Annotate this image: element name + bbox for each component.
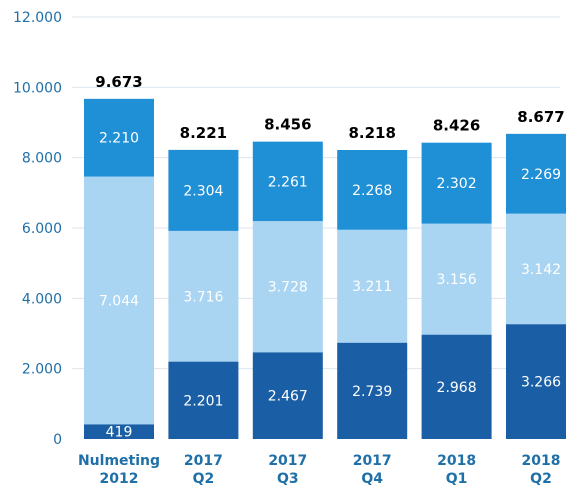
- y-tick-label: 6.000: [22, 221, 62, 237]
- bar-segment: [84, 98, 154, 177]
- total-label: 8.677: [517, 108, 564, 126]
- bar-segment: [337, 229, 408, 343]
- data-label: 2.467: [268, 389, 308, 405]
- data-label: 3.728: [268, 280, 308, 296]
- bar-segment: [506, 133, 566, 214]
- bar-segment: [168, 361, 239, 439]
- bar-segment: [84, 424, 154, 439]
- bar-segment: [168, 149, 239, 231]
- data-label: 3.266: [521, 375, 561, 391]
- x-tick-label: 2017: [353, 453, 392, 469]
- y-tick-label: 12.000: [13, 10, 62, 26]
- bar-segment: [168, 230, 239, 362]
- total-label: 8.426: [433, 117, 480, 135]
- data-label: 2.304: [183, 183, 223, 199]
- data-label: 3.716: [183, 289, 223, 305]
- bars: 419 7.044 2.210 9.673 2.201 3.716 2.304 8.221 2.…: [84, 73, 566, 441]
- bar-segment: [506, 324, 566, 439]
- x-tick-label: 2018: [437, 453, 476, 469]
- bar-segment: [252, 352, 323, 439]
- total-label: 8.218: [348, 124, 395, 142]
- x-tick-label: Q2: [530, 471, 552, 486]
- x-tick-label: Q1: [446, 471, 468, 486]
- x-tick-label: Q3: [277, 471, 299, 486]
- data-label: 2.968: [437, 380, 477, 396]
- data-label: 2.739: [352, 384, 392, 400]
- data-label: 419: [106, 425, 133, 441]
- data-label: 2.302: [437, 176, 477, 192]
- bar-segment: [252, 221, 323, 353]
- x-tick-label: Q2: [193, 471, 215, 486]
- bar-segment: [506, 213, 566, 325]
- bar-segment: [337, 342, 408, 439]
- y-tick-label: 2.000: [22, 362, 62, 378]
- data-label: 2.261: [268, 174, 308, 190]
- x-tick-label: 2017: [268, 453, 307, 469]
- bar-segment: [337, 150, 408, 230]
- data-label: 2.201: [183, 393, 223, 409]
- total-label: 9.673: [95, 73, 142, 91]
- bar-segment: [421, 142, 492, 224]
- total-label: 8.456: [264, 116, 311, 134]
- x-tick-label: 2012: [100, 471, 139, 486]
- y-tick-label: 0: [53, 432, 62, 448]
- data-label: 2.269: [521, 167, 561, 183]
- x-tick-label: 2018: [522, 453, 561, 469]
- y-tick-label: 4.000: [22, 291, 62, 307]
- bar-segment: [252, 141, 323, 222]
- y-axis: 0 2.000 4.000 6.000 8.000 10.000 12.000: [13, 10, 62, 448]
- data-label: 3.156: [437, 272, 477, 288]
- bar-segment: [84, 176, 154, 425]
- data-label: 2.210: [99, 131, 139, 147]
- data-label: 2.268: [352, 183, 392, 199]
- data-label: 3.211: [352, 279, 392, 295]
- x-tick-label: 2017: [184, 453, 223, 469]
- x-tick-label: Nulmeting: [78, 453, 160, 469]
- y-tick-label: 10.000: [13, 80, 62, 96]
- bar-segment: [421, 223, 492, 335]
- data-label: 3.142: [521, 262, 561, 278]
- x-axis: Nulmeting 2012 2017 Q2 2017 Q3 2017 Q4 2018 Q1 201…: [78, 453, 561, 486]
- x-tick-label: Q4: [361, 471, 383, 486]
- bar-segment: [421, 334, 492, 439]
- y-tick-label: 8.000: [22, 151, 62, 167]
- total-label: 8.221: [180, 124, 227, 142]
- data-label: 7.044: [99, 293, 139, 309]
